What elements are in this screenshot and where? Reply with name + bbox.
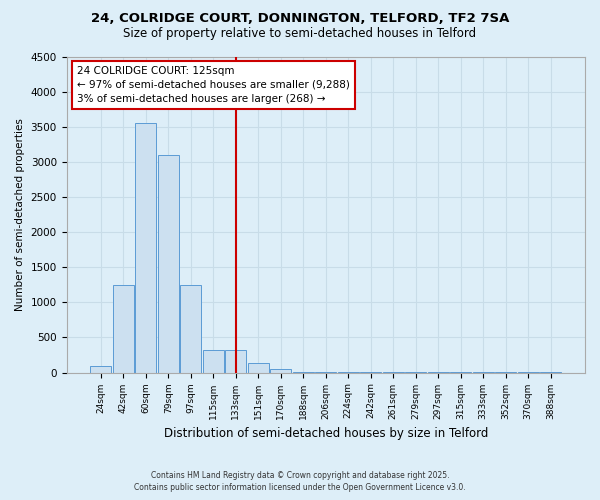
Bar [225, 350, 247, 372]
Bar [135, 123, 157, 372]
X-axis label: Distribution of semi-detached houses by size in Telford: Distribution of semi-detached houses by … [164, 427, 488, 440]
Y-axis label: Number of semi-detached properties: Number of semi-detached properties [15, 118, 25, 311]
Text: 24 COLRIDGE COURT: 125sqm
← 97% of semi-detached houses are smaller (9,288)
3% o: 24 COLRIDGE COURT: 125sqm ← 97% of semi-… [77, 66, 350, 104]
Bar [158, 155, 179, 372]
Bar [203, 350, 224, 372]
Bar [180, 285, 202, 372]
Bar [90, 366, 112, 372]
Bar [248, 364, 269, 372]
Text: 24, COLRIDGE COURT, DONNINGTON, TELFORD, TF2 7SA: 24, COLRIDGE COURT, DONNINGTON, TELFORD,… [91, 12, 509, 26]
Bar [270, 369, 292, 372]
Text: Size of property relative to semi-detached houses in Telford: Size of property relative to semi-detach… [124, 28, 476, 40]
Text: Contains HM Land Registry data © Crown copyright and database right 2025.
Contai: Contains HM Land Registry data © Crown c… [134, 471, 466, 492]
Bar [113, 285, 134, 372]
